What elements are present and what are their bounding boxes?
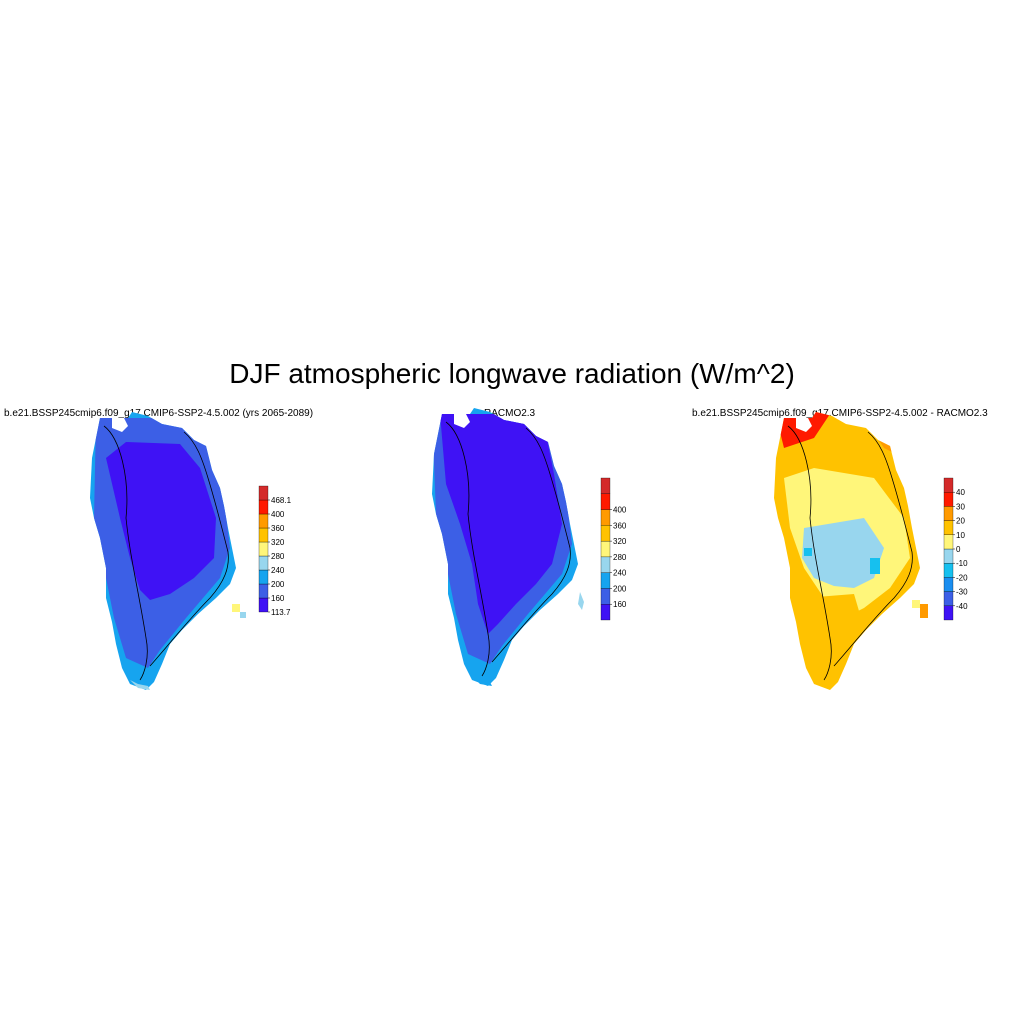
colorbar-swatch bbox=[258, 485, 269, 501]
panel-1-white-notch bbox=[112, 418, 128, 432]
panel-3-colorbar: -40 -30 -20 -10 0 10 20 30 40 bbox=[943, 477, 968, 621]
colorbar-swatch bbox=[943, 477, 954, 493]
colorbar-swatch bbox=[943, 506, 954, 521]
colorbar-swatch bbox=[600, 477, 611, 494]
panel-1-south-tip bbox=[130, 680, 150, 690]
colorbar-swatch bbox=[258, 541, 269, 557]
colorbar-label: 400 bbox=[613, 506, 627, 515]
colorbar-swatch bbox=[943, 591, 954, 606]
panel-2-east-island bbox=[578, 592, 584, 610]
colorbar-label: 320 bbox=[271, 538, 285, 547]
colorbar-swatch bbox=[943, 577, 954, 592]
colorbar-label: 0 bbox=[956, 545, 961, 554]
panel-2-south-tip bbox=[472, 676, 492, 686]
panel-2-colorbar: 160 200 240 280 320 360 400 bbox=[600, 477, 627, 621]
colorbar-label: 280 bbox=[271, 552, 285, 561]
colorbar-label: 468.1 bbox=[271, 496, 292, 505]
colorbar-label: 320 bbox=[613, 537, 627, 546]
colorbar-swatch bbox=[943, 492, 954, 507]
colorbar-swatch bbox=[600, 556, 611, 573]
panel-3-coastline bbox=[787, 425, 913, 681]
panel-3-title: b.e21.BSSP245cmip6.f09_g17.CMIP6-SSP2-4.… bbox=[692, 408, 988, 419]
colorbar-swatch bbox=[258, 527, 269, 543]
colorbar-swatch bbox=[258, 555, 269, 571]
colorbar-label: 360 bbox=[613, 521, 627, 530]
colorbar-swatch bbox=[258, 499, 269, 515]
panel-1-east-cell-yellow bbox=[232, 604, 240, 612]
colorbar-swatch bbox=[600, 572, 611, 589]
colorbar-label: 160 bbox=[271, 594, 285, 603]
colorbar-label: 400 bbox=[271, 510, 285, 519]
colorbar-label: 240 bbox=[271, 566, 285, 575]
colorbar-label: 40 bbox=[956, 488, 965, 497]
colorbar-label: 200 bbox=[613, 584, 627, 593]
colorbar-swatch bbox=[600, 604, 611, 621]
colorbar-swatch bbox=[943, 548, 954, 564]
panel-3-blue-cell-west bbox=[804, 548, 812, 556]
colorbar-swatch bbox=[258, 569, 269, 585]
colorbar-swatch bbox=[600, 493, 611, 510]
colorbar-label: -40 bbox=[956, 602, 968, 611]
colorbar-label: 200 bbox=[271, 580, 285, 589]
panel-3-map bbox=[774, 412, 928, 690]
colorbar-swatch bbox=[943, 534, 954, 550]
panel-2-fill-dark-blue bbox=[440, 414, 562, 634]
panel-1-coastline bbox=[103, 425, 229, 681]
panel-3-blue-cell bbox=[870, 558, 880, 574]
panel-3-east-cell bbox=[920, 604, 928, 618]
colorbar-label: 30 bbox=[956, 502, 965, 511]
panel-1-east-cell-blue bbox=[240, 612, 246, 618]
colorbar-label: 10 bbox=[956, 531, 965, 540]
panel-2-coastline bbox=[445, 421, 571, 677]
panel-2-white-notch bbox=[454, 414, 470, 428]
panel-1-title: b.e21.BSSP245cmip6.f09_g17.CMIP6-SSP2-4.… bbox=[4, 408, 314, 419]
colorbar-swatch bbox=[943, 520, 954, 535]
panel-2-map bbox=[432, 408, 584, 686]
colorbar-label: 360 bbox=[271, 524, 285, 533]
panel-2-title: RACMO2.3 bbox=[484, 408, 536, 419]
colorbar-swatch bbox=[600, 509, 611, 526]
colorbar-label: 113.7 bbox=[271, 608, 291, 617]
colorbar-swatch bbox=[258, 583, 269, 599]
panel-1-colorbar: 113.7 160 200 240 280 320 360 400 468.1 bbox=[258, 485, 292, 617]
colorbar-label: -10 bbox=[956, 559, 968, 568]
colorbar-label: 20 bbox=[956, 517, 965, 526]
colorbar-swatch bbox=[600, 588, 611, 605]
colorbar-swatch bbox=[258, 513, 269, 529]
colorbar-swatch bbox=[943, 563, 954, 578]
colorbar-swatch bbox=[943, 605, 954, 621]
colorbar-label: 280 bbox=[613, 553, 627, 562]
figure-title: DJF atmospheric longwave radiation (W/m^… bbox=[229, 358, 795, 389]
colorbar-label: -30 bbox=[956, 588, 968, 597]
colorbar-swatch bbox=[600, 540, 611, 558]
panel-3-east-cell-yellow bbox=[912, 600, 920, 608]
panel-1-map bbox=[90, 412, 246, 690]
colorbar-label: -20 bbox=[956, 573, 968, 582]
panel-3-fill-lightblue bbox=[802, 518, 884, 588]
colorbar-swatch bbox=[600, 525, 611, 542]
panel-3-white-notch bbox=[796, 418, 812, 432]
panel-1-fill-dark-blue bbox=[106, 442, 216, 600]
panel-3-fill-orange-south bbox=[804, 594, 864, 668]
colorbar-label: 160 bbox=[613, 600, 627, 609]
colorbar-swatch bbox=[258, 597, 269, 613]
colorbar-label: 240 bbox=[613, 569, 627, 578]
